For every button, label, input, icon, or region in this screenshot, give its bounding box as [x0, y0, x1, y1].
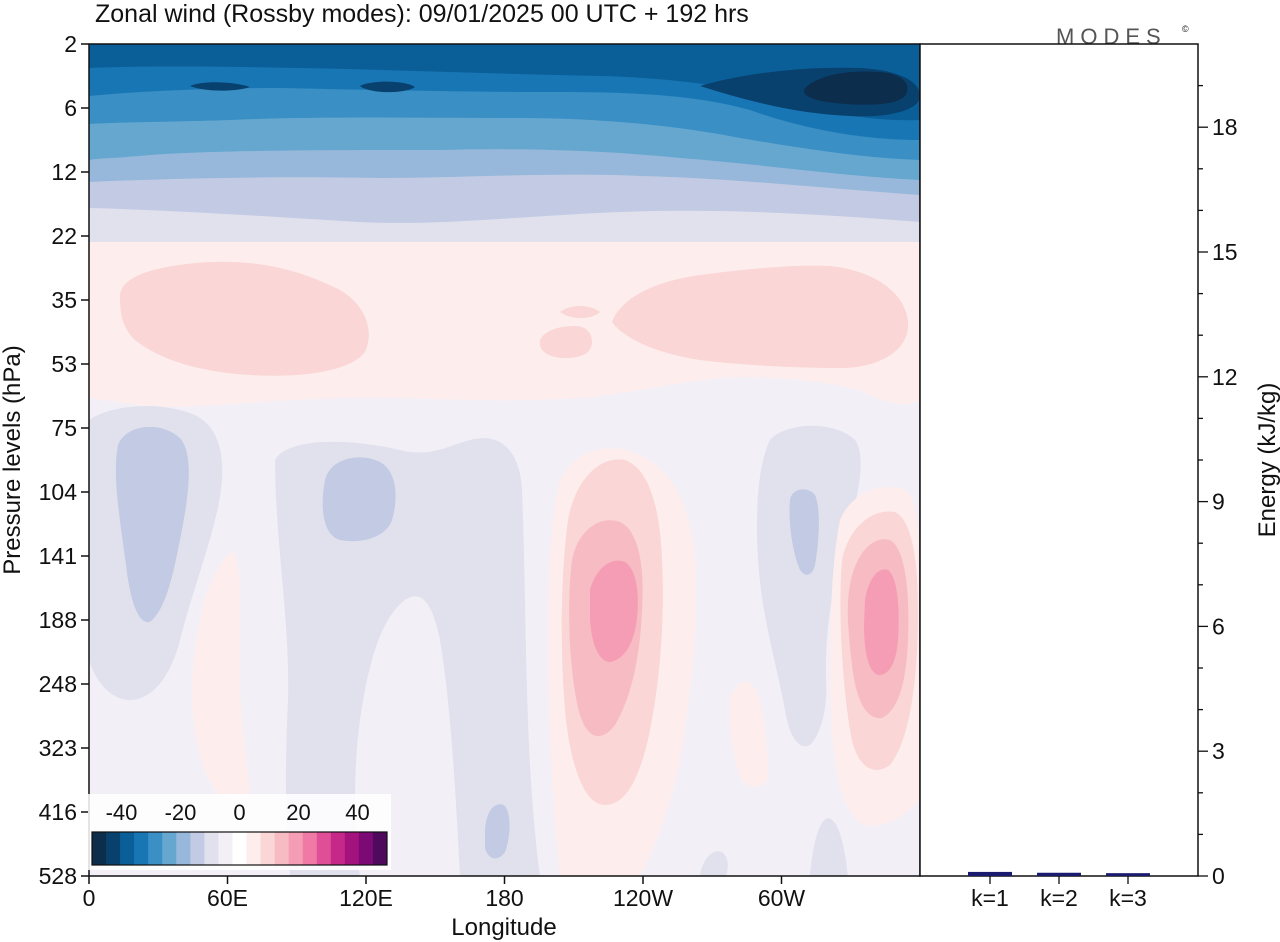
longitude-axis: 0 60E 120E 180 120W 60W	[83, 876, 806, 911]
pressure-axis: 2 6 12 22 35 53 75 104 141 188 248 323 416 528	[39, 31, 89, 889]
x-tick-label: 120W	[613, 885, 673, 911]
energy-tick-label: 3	[1212, 738, 1225, 764]
contour-jet2-core	[864, 569, 899, 676]
y-tick-label: 188	[39, 607, 77, 633]
x-tick-label: 180	[485, 885, 523, 911]
x-tick-label: 0	[83, 885, 96, 911]
y-tick-label: 248	[39, 671, 77, 697]
colorbar-swatch	[358, 832, 374, 865]
contour-westerly-cell-3	[539, 306, 600, 358]
x-tick-label: 60W	[758, 885, 806, 911]
contour-easterly-column-2	[275, 438, 540, 876]
colorbar-swatch	[344, 832, 360, 865]
colorbar-swatch	[204, 832, 219, 865]
energy-bar	[968, 871, 1012, 876]
energy-tick-label: 12	[1212, 364, 1238, 390]
contour-jet1-core	[590, 560, 638, 662]
energy-axis-label: Energy (kJ/kg)	[1254, 383, 1280, 538]
colorbar-tick-label: -40	[106, 800, 138, 825]
contour-easterly-band-6	[89, 44, 920, 121]
colorbar-swatch	[330, 832, 346, 865]
x-tick-label: 120E	[339, 885, 393, 911]
energy-tick-label: 0	[1212, 863, 1225, 889]
contour-bands	[89, 44, 920, 876]
contour-westerly-cell-2	[612, 265, 909, 368]
logo-mark: ©	[1182, 24, 1189, 34]
y-tick-label: 12	[51, 159, 77, 185]
colorbar-swatch	[176, 832, 191, 865]
y-tick-label: 35	[51, 287, 77, 313]
colorbar-tick-label: -20	[165, 800, 197, 825]
y-tick-label: 323	[39, 735, 77, 761]
contour-plot	[89, 44, 920, 876]
colorbar-swatch	[162, 832, 177, 865]
colorbar-swatch	[134, 832, 149, 865]
x-tick-label: 60E	[207, 885, 248, 911]
contour-easterly-column-4	[700, 818, 848, 876]
colorbar-swatch	[274, 832, 290, 865]
x-axis-label: Longitude	[451, 914, 556, 941]
contour-easterly-small-2	[360, 81, 415, 93]
energy-chart-frame	[919, 43, 1199, 877]
contour-westerly-lobe	[729, 681, 768, 787]
colorbar-tick-label: 40	[345, 800, 369, 825]
contour-easterly-cell-2	[322, 457, 396, 542]
colorbar-swatch	[148, 832, 163, 865]
contour-westerly-thin	[191, 552, 250, 802]
contour-westerly-cell-1	[119, 261, 369, 376]
colorbar-swatch	[190, 832, 205, 865]
energy-bar	[1106, 873, 1150, 876]
colorbar-swatch	[260, 832, 276, 865]
energy-bars: k=1 k=2 k=3	[968, 871, 1150, 911]
colorbar-swatch	[92, 832, 107, 865]
contour-easterly-cell-4	[485, 804, 510, 859]
energy-bar	[1037, 872, 1081, 876]
energy-category-label: k=3	[1109, 885, 1147, 911]
colorbar-tick-label: 20	[286, 800, 310, 825]
colorbar-swatch	[316, 832, 332, 865]
energy-tick-label: 18	[1212, 114, 1238, 140]
colorbar-swatch	[218, 832, 233, 865]
colorbar-frame	[91, 831, 388, 866]
energy-category-label: k=2	[1040, 885, 1078, 911]
colorbar: -40 -20 0 20 40	[88, 794, 391, 870]
y-tick-label: 22	[51, 223, 77, 249]
chart-title: Zonal wind (Rossby modes): 09/01/2025 00…	[95, 0, 749, 28]
colorbar-swatch	[106, 832, 121, 865]
y-axis-label: Pressure levels (hPa)	[0, 345, 26, 574]
y-tick-label: 53	[51, 351, 77, 377]
colorbar-swatch	[372, 832, 388, 865]
colorbar-swatch	[120, 832, 135, 865]
y-tick-label: 104	[39, 479, 78, 505]
energy-tick-label: 9	[1212, 489, 1225, 515]
y-tick-label: 6	[64, 95, 77, 121]
energy-axis: 0 3 6 9 12 15 18	[1198, 84, 1238, 889]
energy-chart: k=1 k=2 k=3 0 3 6 9 12 15 18 Energy (kJ/kg)	[919, 43, 1280, 911]
y-tick-label: 141	[39, 543, 77, 569]
contour-easterly-small-1	[190, 82, 250, 91]
y-tick-label: 528	[39, 863, 77, 889]
y-tick-label: 2	[64, 31, 77, 57]
contour-easterly-cell-3	[789, 489, 819, 575]
contour-easterly-core	[804, 71, 908, 105]
y-tick-label: 75	[51, 415, 77, 441]
contour-easterly-column-3	[756, 425, 861, 747]
energy-category-label: k=1	[971, 885, 1009, 911]
y-tick-label: 416	[39, 799, 77, 825]
contour-easterly-cell-1	[115, 426, 189, 623]
colorbar-swatch	[232, 832, 248, 865]
colorbar-swatch	[302, 832, 318, 865]
energy-tick-label: 6	[1212, 613, 1225, 639]
colorbar-tick-label: 0	[233, 800, 245, 825]
energy-tick-label: 15	[1212, 239, 1238, 265]
colorbar-swatch	[288, 832, 304, 865]
colorbar-swatch	[246, 832, 262, 865]
